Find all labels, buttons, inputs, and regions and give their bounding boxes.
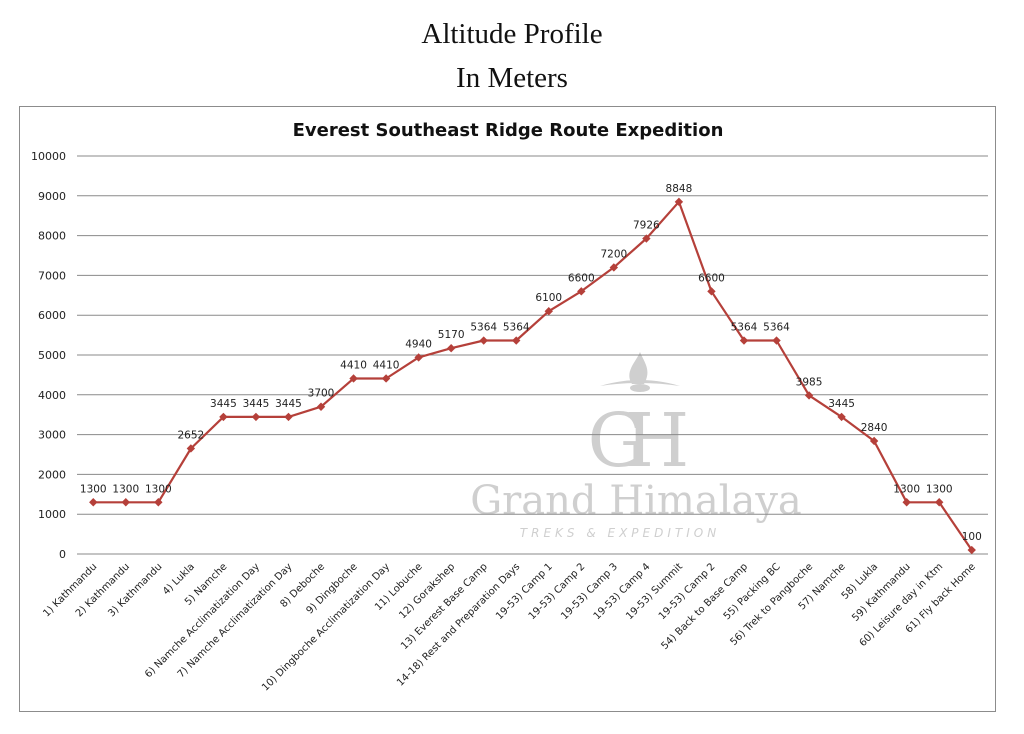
data-label: 5364 — [503, 322, 530, 334]
data-label: 4410 — [340, 359, 367, 371]
data-point — [674, 197, 684, 207]
data-label: 7926 — [633, 220, 660, 232]
data-label: 2652 — [178, 429, 205, 441]
data-point — [804, 391, 814, 400]
data-point — [186, 444, 196, 453]
data-labels: 1300 1300 1300 2652 3445 3445 3445 3700 4410 4410… — [80, 183, 982, 543]
data-label: 8848 — [666, 183, 693, 195]
data-point — [707, 287, 716, 296]
data-label: 1300 — [926, 483, 953, 495]
x-tick-label: 19-53) Camp 3 — [559, 561, 620, 622]
data-point — [967, 545, 976, 555]
y-tick-label: 7000 — [38, 269, 66, 282]
chart-title: Everest Southeast Ridge Route Expedition — [293, 120, 724, 141]
data-point — [446, 344, 456, 353]
data-label: 3700 — [308, 388, 335, 400]
data-point — [512, 336, 521, 345]
x-tick-label: 59) Kathmandu — [850, 561, 913, 624]
x-tick-label: 1) Kathmandu — [41, 561, 99, 619]
watermark-tagline: TREKS & EXPEDITION — [520, 526, 720, 540]
page-title: Altitude Profile — [421, 18, 603, 50]
data-label: 3985 — [796, 376, 823, 388]
data-label: 1300 — [80, 483, 107, 495]
data-label: 1300 — [145, 483, 172, 495]
data-point — [414, 353, 423, 362]
flame-icon — [629, 352, 648, 384]
data-label: 4410 — [373, 359, 400, 371]
data-label: 6600 — [698, 272, 725, 284]
data-label: 5364 — [731, 322, 758, 334]
lamp-icon — [630, 384, 650, 392]
logo-letter-g: G — [587, 398, 646, 484]
data-label: 5364 — [763, 322, 790, 334]
y-tick-label: 8000 — [38, 230, 66, 243]
y-tick-label: 10000 — [31, 150, 66, 163]
x-tick-label: 55) Packing BC — [722, 561, 783, 622]
x-tick-label: 19-53) Camp 2 — [527, 561, 588, 622]
x-tick-label: 19-53) Summit — [624, 561, 685, 622]
data-point — [251, 412, 261, 422]
grid-lines — [77, 155, 988, 555]
data-label: 100 — [962, 531, 982, 543]
data-label: 6600 — [568, 272, 595, 284]
data-point — [121, 498, 131, 507]
y-tick-label: 4000 — [38, 389, 66, 402]
x-tick-label: 19-53) Camp 1 — [494, 561, 555, 622]
y-tick-label: 9000 — [38, 190, 66, 203]
data-label: 1300 — [893, 483, 920, 495]
data-point — [642, 234, 651, 243]
series-line — [89, 197, 976, 555]
y-tick-label: 5000 — [38, 349, 66, 362]
data-label: 3445 — [243, 398, 270, 410]
y-tick-label: 6000 — [38, 309, 66, 322]
logo-letter-h: H — [625, 398, 690, 484]
data-label: 5170 — [438, 329, 465, 341]
data-point — [837, 412, 846, 422]
watermark-brand: Grand Himalaya — [470, 478, 802, 524]
wing-icon — [600, 380, 680, 386]
data-point — [577, 287, 586, 296]
y-tick-label: 3000 — [38, 429, 66, 442]
x-tick-label: 19-53) Camp 4 — [592, 561, 653, 622]
data-point — [284, 412, 293, 422]
data-label: 6100 — [535, 292, 562, 304]
data-point — [316, 402, 326, 411]
data-point — [869, 436, 879, 446]
data-point — [349, 374, 358, 383]
x-tick-label: 12) Gorakshep — [397, 561, 457, 621]
data-point — [219, 412, 228, 422]
x-tick-label: 19-53) Camp 2 — [657, 561, 718, 622]
data-label: 1300 — [112, 483, 139, 495]
data-label: 2840 — [861, 422, 888, 434]
y-tick-label: 1000 — [38, 508, 66, 521]
data-label: 3445 — [275, 398, 302, 410]
data-point — [934, 498, 944, 507]
y-tick-label: 0 — [59, 548, 66, 561]
data-point — [479, 336, 488, 345]
data-label: 5364 — [470, 322, 497, 334]
data-label: 4940 — [405, 338, 432, 350]
page-subtitle: In Meters — [456, 62, 568, 94]
data-point — [609, 263, 619, 272]
data-point — [154, 498, 163, 507]
altitude-line — [93, 200, 973, 551]
data-point — [381, 374, 391, 383]
data-label: 3445 — [210, 398, 237, 410]
data-point — [89, 498, 98, 507]
x-tick-label: 14-18) Rest and Preparation Days — [395, 561, 522, 688]
data-label: 3445 — [828, 398, 855, 410]
y-tick-label: 2000 — [38, 468, 66, 481]
data-point — [739, 336, 749, 345]
y-axis-ticks: 0 1000 2000 3000 4000 5000 6000 7000 8000 9000 100… — [31, 150, 66, 561]
data-point — [772, 336, 781, 345]
chart-frame — [19, 106, 996, 712]
data-point — [544, 307, 553, 316]
data-label: 7200 — [600, 248, 627, 260]
data-point — [902, 498, 911, 507]
